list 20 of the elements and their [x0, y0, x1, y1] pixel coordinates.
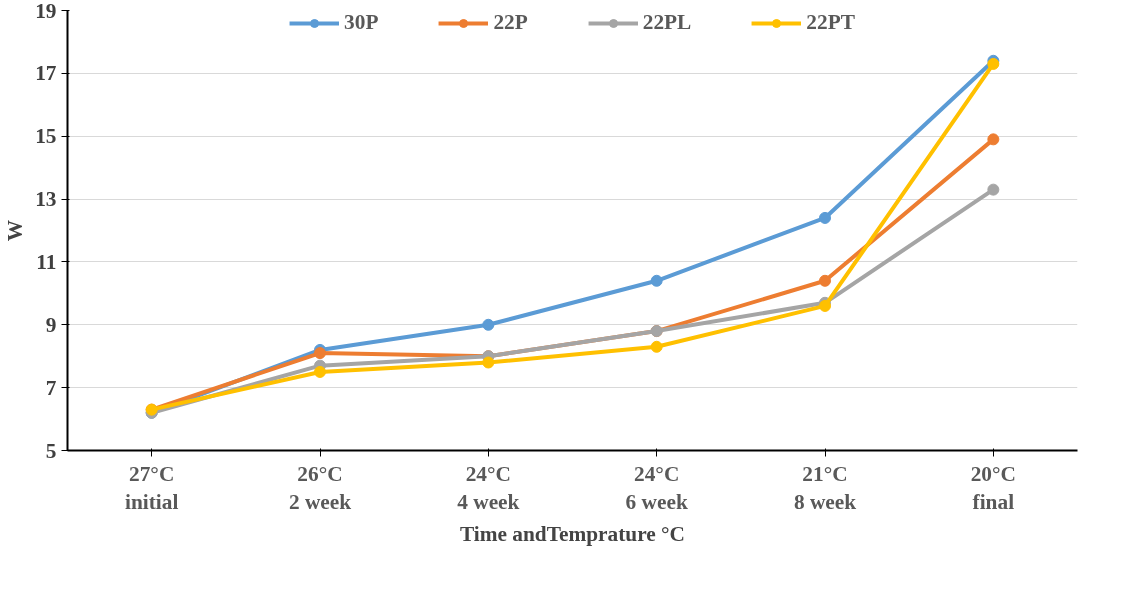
y-tick-label: 7	[45, 375, 57, 400]
y-axis-title: W	[3, 219, 28, 242]
y-tick-label: 13	[35, 187, 57, 212]
x-axis-title: Time andTemprature °C	[460, 522, 686, 547]
legend-label: 22PL	[642, 10, 692, 35]
y-tick-label: 15	[35, 124, 57, 149]
x-tick-label: 24°C 6 week	[625, 461, 688, 515]
x-tick-label: 21°C 8 week	[793, 461, 857, 515]
y-tick-label: 9	[45, 312, 57, 337]
x-tick-label: 20°C final	[970, 461, 1016, 515]
y-tick-label: 5	[45, 438, 57, 463]
y-tick-label: 19	[35, 0, 57, 23]
y-tick-label: 17	[35, 61, 57, 86]
legend-label: 30P	[344, 10, 379, 35]
legend-label: 22P	[493, 10, 528, 35]
x-tick-label: 26°C 2 week	[288, 461, 352, 515]
y-tick-label: 11	[36, 249, 57, 274]
legend-label: 22PT	[806, 10, 855, 35]
x-tick-label: 24°C 4 week	[457, 461, 520, 515]
x-tick-label: 27°C initial	[125, 461, 179, 515]
